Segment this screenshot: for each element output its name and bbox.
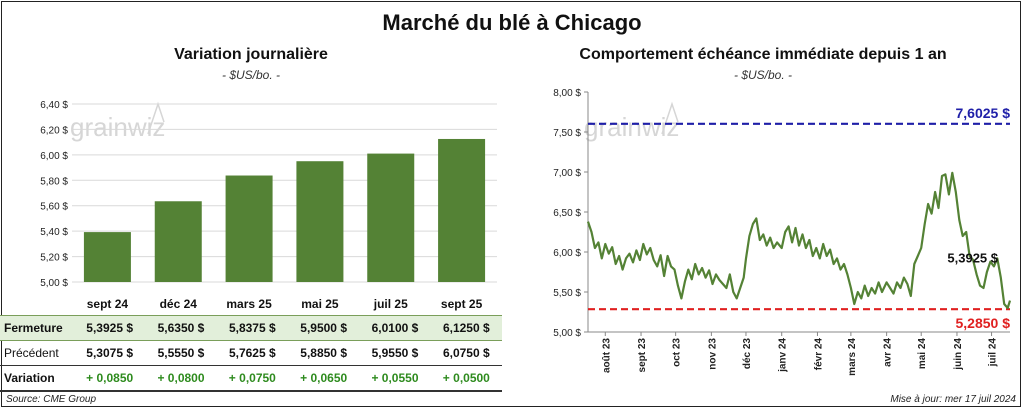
source-note: Source: CME Group bbox=[6, 394, 97, 405]
low-reference-label: 5,2850 $ bbox=[956, 315, 1011, 331]
close-label: Fermeture bbox=[0, 315, 74, 341]
right-chart-title: Comportement échéance immédiate depuis 1… bbox=[579, 46, 947, 63]
previous-value: 5,9550 $ bbox=[371, 346, 419, 360]
bar-chart: grainwiz 5,00 $ 5,20 $ 5,40 $ 5,60 $ 5,80 $ 6… bbox=[40, 100, 497, 311]
y-tick-label: 6,20 $ bbox=[40, 125, 68, 136]
variation-value: + 0,0550 bbox=[359, 365, 431, 392]
variation-value: + 0,0500 bbox=[430, 365, 502, 392]
close-value: 6,1250 $ bbox=[430, 315, 502, 341]
update-note: Mise à jour: mer 17 juil 2024 bbox=[890, 394, 1016, 405]
previous-value: 5,7625 $ bbox=[228, 346, 276, 360]
bar bbox=[225, 175, 273, 282]
y-tick-label: 5,60 $ bbox=[40, 202, 68, 213]
table-row-variation: Variation + 0,0850 + 0,0800 + 0,0750 + 0… bbox=[0, 365, 502, 392]
previous-value: 5,5550 $ bbox=[157, 346, 205, 360]
x-tick-label: août 23 bbox=[601, 338, 612, 373]
high-reference-label: 7,6025 $ bbox=[956, 105, 1011, 121]
y-tick-label: 6,00 $ bbox=[40, 151, 68, 162]
y-tick-label: 5,00 $ bbox=[40, 278, 68, 289]
y-tick-label: 7,50 $ bbox=[553, 128, 581, 139]
watermark-text: grainwiz bbox=[70, 112, 165, 142]
x-tick-label: mars 24 bbox=[847, 338, 858, 376]
close-value: 5,9500 $ bbox=[287, 315, 360, 341]
bar bbox=[438, 138, 486, 282]
variation-label: Variation bbox=[0, 365, 74, 392]
last-price-label: 5,3925 $ bbox=[947, 251, 998, 266]
variation-value: + 0,0750 bbox=[216, 365, 288, 392]
x-tick-label: juin 24 bbox=[953, 338, 964, 371]
close-value: 6,0100 $ bbox=[359, 315, 431, 341]
variation-value: + 0,0850 bbox=[74, 365, 146, 392]
bar bbox=[296, 161, 344, 282]
x-tick-label: juil 25 bbox=[373, 297, 408, 311]
main-title: Marché du blé à Chicago bbox=[382, 10, 642, 35]
x-tick-label: mai 25 bbox=[301, 297, 339, 311]
y-tick-label: 6,00 $ bbox=[553, 248, 581, 259]
left-chart-unit: - $US/bo. - bbox=[221, 68, 281, 82]
x-tick-label: nov 23 bbox=[707, 338, 718, 370]
close-value: 5,6350 $ bbox=[145, 315, 217, 341]
price-series-line bbox=[586, 171, 1012, 310]
x-tick-label: mai 24 bbox=[917, 338, 928, 370]
y-tick-label: 5,40 $ bbox=[40, 227, 68, 238]
x-tick-label: janv 24 bbox=[778, 338, 789, 373]
variation-value: + 0,0800 bbox=[145, 365, 217, 392]
y-tick-label: 5,80 $ bbox=[40, 176, 68, 187]
y-tick-label: 5,20 $ bbox=[40, 253, 68, 264]
x-tick-label: sept 25 bbox=[441, 297, 483, 311]
y-tick-label: 7,00 $ bbox=[553, 168, 581, 179]
x-tick-label: sept 24 bbox=[87, 297, 129, 311]
bar bbox=[154, 201, 202, 282]
table-row-close: Fermeture 5,3925 $ 5,6350 $ 5,8375 $ 5,9… bbox=[0, 315, 502, 341]
y-tick-label: 8,00 $ bbox=[553, 88, 581, 99]
line-chart: grainwiz 5,00 $ 5,50 $ 6,00 $ 6,50 $ 7,00 $ 7… bbox=[553, 88, 1012, 376]
x-tick-label: juil 24 bbox=[988, 338, 999, 368]
left-chart-title: Variation journalière bbox=[174, 46, 328, 63]
y-tick-label: 5,00 $ bbox=[553, 328, 581, 339]
variation-value: + 0,0650 bbox=[287, 365, 360, 392]
x-tick-label: déc 23 bbox=[742, 338, 753, 370]
x-tick-label: sept 23 bbox=[637, 338, 648, 373]
previous-value: 5,3075 $ bbox=[86, 346, 134, 360]
x-tick-label: févr 24 bbox=[813, 338, 824, 371]
close-value: 5,8375 $ bbox=[216, 315, 288, 341]
x-tick-label: oct 23 bbox=[672, 338, 683, 367]
watermark-logo-right: grainwiz bbox=[584, 101, 679, 142]
y-tick-label: 6,50 $ bbox=[553, 208, 581, 219]
previous-value: 5,8850 $ bbox=[300, 346, 347, 360]
x-tick-label: mars 25 bbox=[226, 297, 272, 311]
previous-value: 6,0750 $ bbox=[442, 346, 490, 360]
y-tick-label: 6,40 $ bbox=[40, 100, 68, 111]
watermark-text-right: grainwiz bbox=[584, 112, 679, 142]
watermark-logo: grainwiz bbox=[70, 101, 165, 142]
previous-label: Précédent bbox=[4, 346, 59, 360]
table-row-previous: Précédent 5,3075 $ 5,5550 $ 5,7625 $ 5,8… bbox=[0, 341, 502, 366]
x-tick-label: avr 24 bbox=[883, 338, 894, 367]
price-table: Fermeture 5,3925 $ 5,6350 $ 5,8375 $ 5,9… bbox=[0, 315, 502, 392]
x-tick-label: déc 24 bbox=[160, 297, 198, 311]
close-value: 5,3925 $ bbox=[74, 315, 146, 341]
bar bbox=[367, 153, 415, 282]
right-chart-unit: - $US/bo. - bbox=[733, 68, 793, 82]
bar bbox=[83, 232, 131, 282]
y-tick-label: 5,50 $ bbox=[553, 288, 581, 299]
